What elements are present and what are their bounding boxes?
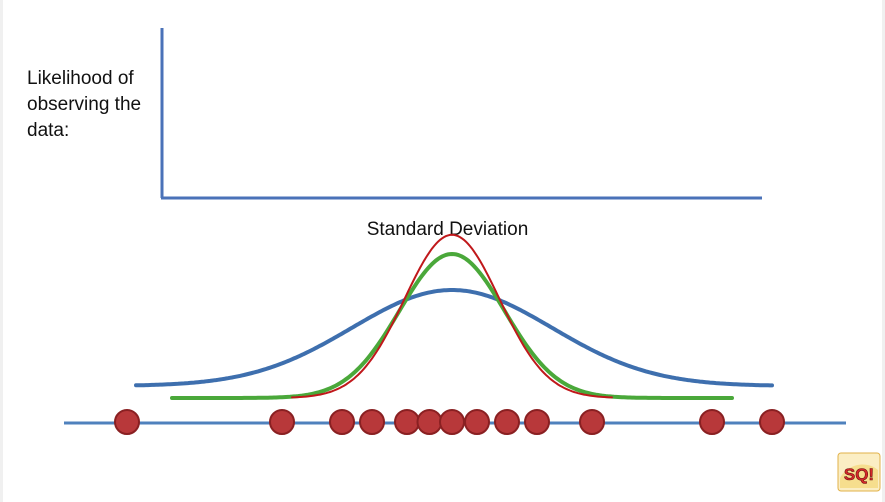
data-point <box>579 409 605 435</box>
data-point <box>759 409 785 435</box>
slide-border-right <box>882 0 885 502</box>
slide-border-left <box>0 0 3 502</box>
data-point <box>269 409 295 435</box>
data-points <box>114 409 785 435</box>
data-point <box>494 409 520 435</box>
data-point <box>359 409 385 435</box>
data-point <box>464 409 490 435</box>
y-axis-label: Likelihood of observing the data: <box>27 68 142 141</box>
data-point <box>394 409 420 435</box>
data-point <box>114 409 140 435</box>
data-point <box>699 409 725 435</box>
data-point <box>329 409 355 435</box>
logo-text: SQ! <box>844 465 874 484</box>
medium-normal-curve <box>170 251 734 400</box>
statquest-logo: SQ! <box>837 452 881 492</box>
narrow-normal-curve <box>291 233 613 399</box>
data-point <box>416 409 443 435</box>
data-point <box>439 409 465 435</box>
wide-normal-curve <box>134 288 774 388</box>
data-point <box>524 409 550 435</box>
x-axis-label: Standard Deviation <box>366 219 529 240</box>
